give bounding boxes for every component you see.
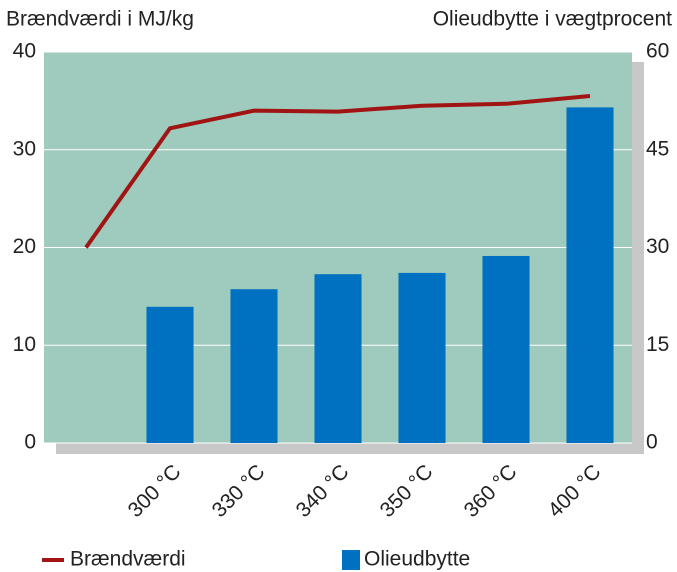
legend-label: Brændværdi [70,548,186,571]
bar [398,272,446,443]
y2-tick-label: 15 [646,333,669,356]
y2-tick-label: 45 [646,137,669,160]
x-tick-label: 340 °C [292,460,354,522]
legend-label: Olieudbytte [364,548,470,571]
y-tick-label: 40 [13,40,36,63]
legend-swatch [342,550,360,570]
x-tick-label: 330 °C [208,460,270,522]
y-tick-label: 20 [13,235,36,258]
x-tick-label: 300 °C [124,460,186,522]
line [84,93,591,249]
y2-tick-label: 30 [646,235,669,258]
bar [566,107,614,444]
x-tick-label: 400 °C [544,460,606,522]
y-tick-label: 0 [24,431,36,454]
bar [146,306,194,443]
bar [230,289,278,443]
x-tick-label: 350 °C [376,460,438,522]
y2-tick-label: 60 [646,40,669,63]
y2-axis-title: Olieudbytte i vægtprocent [433,8,672,31]
x-tick-label: 360 °C [460,460,522,522]
bar [314,274,362,443]
y-tick-label: 30 [13,137,36,160]
y2-tick-label: 0 [646,431,658,454]
y-axis-title: Brændværdi i MJ/kg [6,8,194,31]
bar [482,255,530,443]
y-tick-label: 10 [13,333,36,356]
